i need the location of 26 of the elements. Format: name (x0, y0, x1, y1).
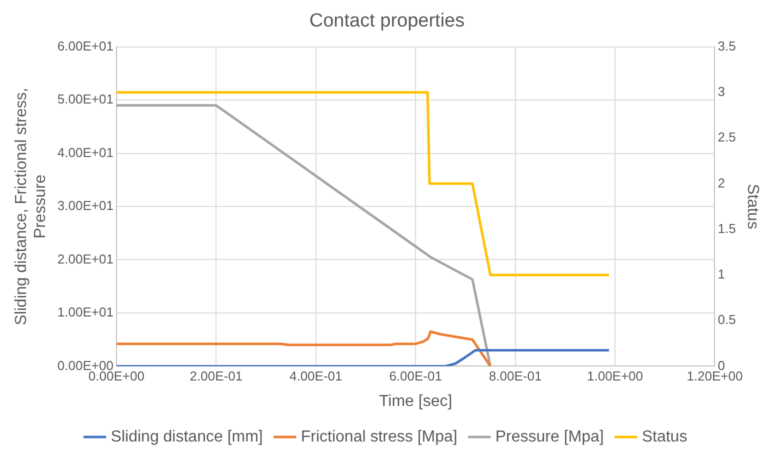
x-tick-label: 4.00E-01 (289, 368, 342, 384)
y-tick-label: 1.00E+01 (57, 304, 114, 320)
x-tick-label: 1.00E+00 (586, 368, 644, 384)
y2-tick-label: 2 (718, 175, 725, 190)
legend-label: Frictional stress [Mpa] (300, 428, 458, 446)
legend-label: Pressure [Mpa] (495, 428, 604, 446)
y-tick-label: 3.00E+01 (57, 198, 114, 214)
legend-label: Status (642, 428, 688, 446)
y-tick-label: 2.00E+01 (57, 251, 114, 266)
x-axis-title: Time [sec] (378, 392, 452, 410)
y-axis-title: Sliding distance, Frictional stress, Pressure (13, 88, 50, 326)
chart-title: Contact properties (309, 10, 465, 32)
y-tick-label: 5.00E+01 (57, 92, 114, 107)
y2-tick-label: 1.5 (718, 220, 736, 236)
y-tick-label: 6.00E+01 (57, 38, 114, 54)
legend-label: Sliding distance [mm] (110, 428, 263, 446)
y2-tick-label: 0.5 (718, 312, 736, 328)
x-tick-label: 6.00E-01 (389, 368, 442, 384)
y2-axis-title: Status (744, 184, 761, 230)
x-tick-label: 8.00E-01 (488, 368, 542, 384)
y2-tick-label: 3 (718, 84, 725, 100)
y2-tick-label: 2.5 (718, 130, 736, 145)
x-tick-label: 2.00E-01 (190, 368, 243, 384)
y2-tick-label: 3.5 (718, 38, 736, 54)
y2-tick-label: 1 (718, 266, 725, 282)
y-tick-label: 4.00E+01 (57, 144, 114, 160)
